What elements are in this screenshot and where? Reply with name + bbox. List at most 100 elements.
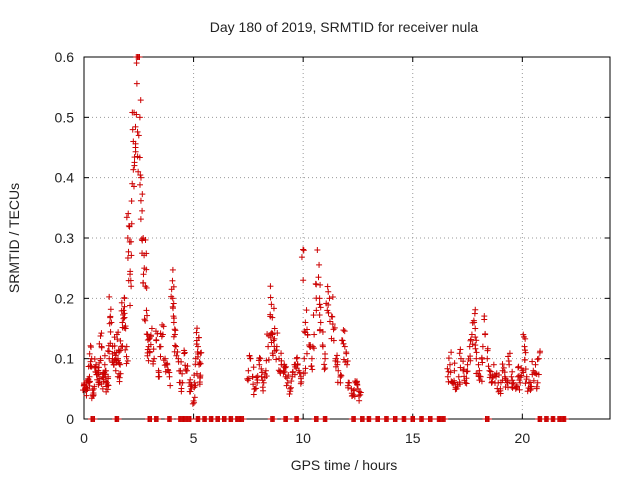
data-point [130, 166, 137, 173]
data-point [155, 369, 162, 376]
zero-data-point [442, 416, 449, 422]
data-point [181, 350, 188, 357]
data-point [473, 349, 480, 356]
data-point [314, 247, 321, 254]
data-point [140, 271, 147, 278]
data-point [166, 369, 173, 376]
data-point [467, 357, 474, 364]
data-point [267, 294, 274, 301]
data-point [245, 367, 252, 374]
data-point [457, 346, 464, 353]
data-points [79, 54, 569, 422]
data-point [152, 328, 159, 335]
data-point [117, 361, 124, 368]
data-point [484, 355, 491, 362]
data-point [170, 333, 177, 340]
data-point [463, 380, 470, 387]
data-point [501, 369, 508, 376]
data-point [478, 354, 485, 361]
data-point [294, 354, 301, 361]
data-point [115, 329, 122, 336]
data-point [287, 388, 294, 395]
data-point [506, 350, 513, 357]
data-point [128, 220, 135, 227]
zero-data-point [315, 416, 322, 422]
data-point [481, 313, 488, 320]
data-point [119, 343, 126, 350]
data-point [139, 207, 146, 214]
data-point [518, 365, 525, 372]
data-point [472, 345, 479, 352]
data-point [151, 355, 158, 362]
data-point [499, 361, 506, 368]
data-point [125, 210, 132, 217]
data-point [138, 236, 145, 243]
data-point [87, 344, 94, 351]
data-point [118, 343, 125, 350]
data-point [509, 368, 516, 375]
data-point [462, 379, 469, 386]
data-point [535, 355, 542, 362]
data-point [516, 386, 523, 393]
data-point [338, 372, 345, 379]
data-point [283, 382, 290, 389]
x-tick-label: 0 [80, 430, 88, 446]
data-point [329, 321, 336, 328]
data-point [444, 373, 451, 380]
data-point [191, 394, 198, 401]
data-point [468, 331, 475, 338]
data-point [479, 359, 486, 366]
data-point [463, 375, 470, 382]
data-point [489, 375, 496, 382]
data-point [534, 379, 541, 386]
data-point [287, 384, 294, 391]
data-point [132, 140, 139, 147]
data-point [104, 382, 111, 389]
data-point [508, 373, 515, 380]
data-point [451, 367, 458, 374]
data-point [179, 379, 186, 386]
data-point [184, 363, 191, 370]
data-point [447, 361, 454, 368]
data-point [136, 54, 143, 60]
data-point [330, 326, 337, 333]
data-point [102, 368, 109, 375]
data-point [182, 366, 189, 373]
data-point [123, 214, 130, 221]
data-point [140, 279, 147, 286]
data-point [338, 337, 345, 344]
data-point [444, 365, 451, 372]
data-point [478, 378, 485, 385]
data-point [315, 274, 322, 281]
data-point [98, 344, 105, 351]
data-point [325, 309, 332, 316]
data-point [316, 301, 323, 308]
data-point [471, 310, 478, 317]
data-point [467, 336, 474, 343]
data-point [130, 183, 137, 190]
data-point [329, 294, 336, 301]
data-point [472, 334, 479, 341]
data-point [193, 329, 200, 336]
data-point [136, 181, 143, 188]
data-point [456, 350, 463, 357]
data-point [143, 250, 150, 257]
data-point [334, 352, 341, 359]
data-point [529, 358, 536, 365]
data-point [133, 60, 140, 67]
y-tick-label: 0.3 [55, 230, 75, 246]
data-point [148, 333, 155, 340]
data-point [167, 382, 174, 389]
data-point [117, 337, 124, 344]
data-point [173, 343, 180, 350]
data-point [476, 373, 483, 380]
data-point [107, 314, 114, 321]
data-point [503, 377, 510, 384]
data-point [95, 381, 102, 388]
zero-data-point [562, 416, 569, 422]
data-point [479, 343, 486, 350]
data-point [521, 356, 528, 363]
data-point [285, 372, 292, 379]
data-point [500, 364, 507, 371]
